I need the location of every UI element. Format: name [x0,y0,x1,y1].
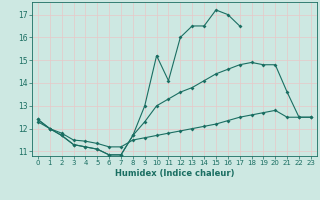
X-axis label: Humidex (Indice chaleur): Humidex (Indice chaleur) [115,169,234,178]
